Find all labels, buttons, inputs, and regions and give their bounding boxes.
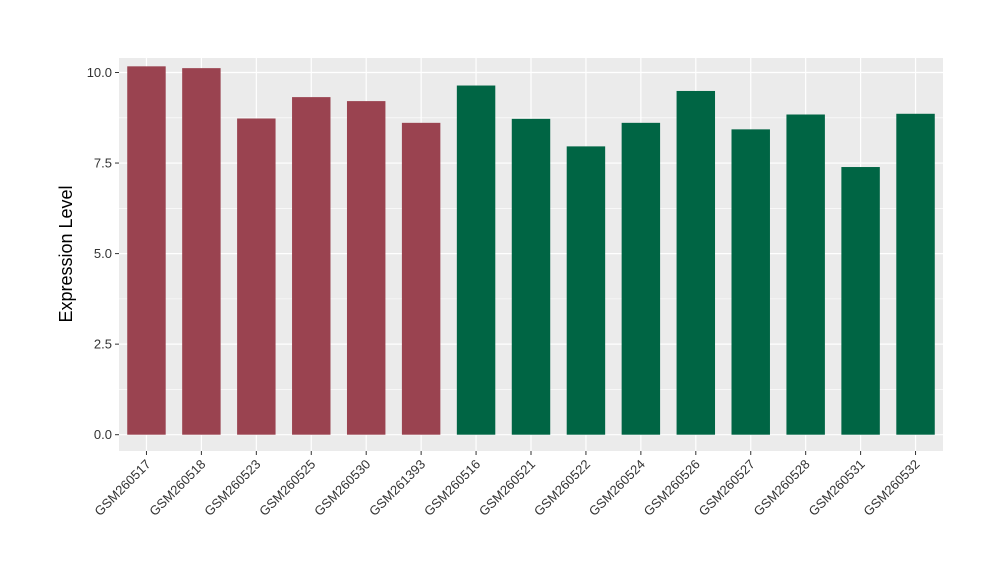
y-tick-label: 0.0 — [94, 427, 112, 442]
bar-GSM260531 — [841, 167, 880, 435]
y-axis-title: Expression Level — [56, 185, 76, 322]
x-tick-label: GSM260517 — [91, 457, 153, 519]
x-tick-label: GSM260531 — [805, 457, 867, 519]
x-tick-label: GSM260530 — [311, 457, 373, 519]
y-tick-label: 2.5 — [94, 337, 112, 352]
bars — [127, 66, 935, 435]
x-tick-label: GSM260527 — [696, 457, 758, 519]
bar-GSM261393 — [401, 122, 441, 435]
bar-GSM260530 — [346, 101, 386, 435]
x-tick-label: GSM260523 — [201, 457, 263, 519]
bar-GSM260518 — [182, 68, 221, 435]
bar-GSM260526 — [676, 90, 716, 435]
bar-GSM260528 — [786, 114, 825, 435]
bar-GSM260532 — [896, 113, 935, 435]
bar-GSM260525 — [292, 97, 331, 435]
bar-GSM260521 — [511, 118, 551, 435]
x-tick-label: GSM260524 — [586, 457, 648, 519]
y-tick-label: 7.5 — [94, 156, 112, 171]
bar-GSM260524 — [621, 122, 661, 435]
bar-GSM260517 — [127, 66, 166, 435]
y-tick-label: 5.0 — [94, 246, 112, 261]
x-tick-label: GSM260525 — [256, 457, 318, 519]
y-tick-label: 10.0 — [87, 65, 112, 80]
x-tick-label: GSM260521 — [476, 457, 538, 519]
x-tick-label: GSM260518 — [146, 457, 208, 519]
bar-GSM260522 — [566, 146, 606, 435]
bar-GSM260516 — [456, 85, 496, 435]
x-tick-label: GSM260516 — [421, 457, 483, 519]
x-tick-label: GSM260522 — [531, 457, 593, 519]
x-tick-label: GSM260526 — [641, 457, 703, 519]
x-tick-label: GSM261393 — [366, 457, 428, 519]
bar-GSM260527 — [731, 129, 770, 435]
x-axis-ticks: GSM260517GSM260518GSM260523GSM260525GSM2… — [91, 451, 923, 519]
bar-GSM260523 — [237, 118, 276, 435]
x-tick-label: GSM260532 — [860, 457, 922, 519]
x-tick-label: GSM260528 — [751, 457, 813, 519]
y-axis-ticks: 0.0 2.5 5.0 7.5 10.0 — [87, 65, 119, 442]
